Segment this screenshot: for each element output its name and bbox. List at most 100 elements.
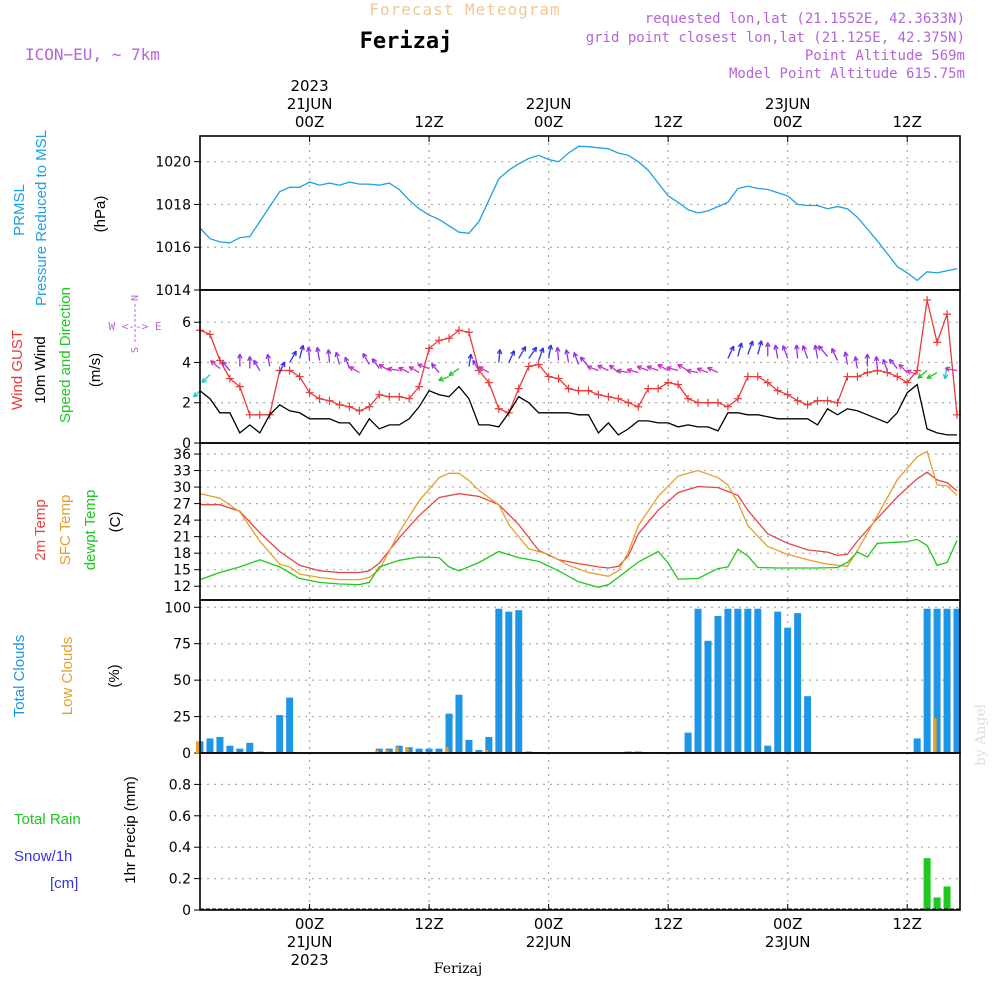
wind-arrow [334, 351, 341, 365]
wind-arrow [378, 363, 390, 372]
gust-marker [405, 394, 414, 403]
wind-arrow [646, 365, 659, 372]
ytick-label: 18 [173, 546, 191, 562]
total-cloud-bar [953, 608, 961, 753]
ytick-label: 1018 [155, 197, 191, 213]
precip-bar [933, 897, 941, 910]
wind-arrow [727, 345, 735, 359]
total-cloud-bar [943, 608, 951, 753]
chart-title: Forecast Meteogram [369, 0, 560, 19]
wind-arrow [417, 363, 430, 370]
wind-arrow [315, 346, 321, 361]
series-10m-wind [199, 383, 957, 437]
time-label-top: 00Z [773, 113, 802, 131]
time-label-top: 21JUN [287, 95, 333, 113]
gust-marker [205, 330, 214, 339]
total-cloud-bar [724, 608, 732, 753]
gust-marker [913, 366, 922, 375]
label-cm: [cm] [50, 875, 78, 892]
label-wind-gust: Wind GUST [9, 330, 26, 410]
time-label-top: 00Z [295, 113, 324, 131]
ytick-label: 100 [164, 600, 191, 616]
low-cloud-bar [933, 718, 937, 753]
gust-marker [943, 310, 952, 319]
label-total-rain: Total Rain [14, 811, 81, 828]
time-label-bottom: 23JUN [765, 933, 811, 951]
gust-marker [315, 394, 324, 403]
total-cloud-bar [465, 739, 473, 753]
gust-marker [215, 356, 224, 365]
low-cloud-bar [385, 750, 389, 753]
precip-bar [923, 858, 931, 910]
ytick-label: 15 [173, 563, 191, 579]
series-sfc-temp [199, 450, 958, 581]
low-cloud-bar [395, 747, 399, 753]
ytick-label: 0.6 [169, 809, 191, 825]
total-cloud-bar [435, 748, 443, 753]
panel-0: 1014 1016 1018 1020 [155, 135, 961, 299]
gust-marker [654, 384, 663, 393]
wind-arrow [265, 353, 272, 367]
gust-marker [385, 392, 394, 401]
wind-arrow [677, 363, 689, 372]
total-cloud-bar [694, 608, 702, 753]
wind-arrow [496, 349, 503, 363]
wind-arrow [221, 360, 231, 371]
ytick-label: 1016 [155, 240, 191, 256]
gust-marker [554, 374, 563, 383]
gust-marker [713, 398, 722, 407]
label-2m-temp: 2m Temp [32, 499, 49, 560]
total-cloud-bar [246, 742, 254, 753]
gust-marker [275, 366, 284, 375]
label-percent: (%) [106, 664, 123, 687]
wind-arrow [626, 367, 639, 374]
total-cloud-bar [395, 745, 403, 753]
info-model-altitude: Model Point Altitude 615.75m [729, 66, 965, 82]
gust-marker [365, 402, 374, 411]
ytick-label: 0.8 [169, 777, 191, 793]
total-cloud-bar [455, 694, 463, 753]
total-cloud-bar [475, 750, 483, 753]
label-snow: Snow/1h [14, 848, 72, 865]
compass-rose: N W <--> E S [109, 295, 162, 353]
total-cloud-bar [754, 608, 762, 753]
wind-arrow [508, 350, 516, 363]
wind-arrow [616, 368, 629, 374]
wind-arrow [843, 351, 849, 365]
gust-marker [674, 380, 683, 389]
gust-marker [614, 394, 623, 403]
total-cloud-bar [286, 697, 294, 753]
time-label-top: 12Z [893, 113, 922, 131]
gust-marker [335, 400, 344, 409]
total-cloud-bar [425, 748, 433, 753]
location-title: Ferizaj [360, 29, 453, 54]
wind-arrow [348, 366, 360, 374]
wind-arrow [518, 346, 527, 359]
gust-marker [325, 396, 334, 405]
series-wind-gust [199, 299, 958, 416]
panel-frame [199, 135, 961, 291]
total-cloud-bar [415, 748, 423, 753]
ytick-label: 75 [173, 637, 191, 653]
gust-marker [375, 390, 384, 399]
time-label-top: 22JUN [526, 95, 572, 113]
low-cloud-bar [375, 750, 379, 753]
wind-arrow [289, 350, 297, 363]
wind-arrow [201, 374, 211, 384]
total-cloud-bar [764, 745, 772, 753]
wind-arrow [657, 363, 669, 372]
wind-arrow [666, 365, 679, 372]
time-label-top: 23JUN [765, 95, 811, 113]
total-cloud-bar [495, 608, 503, 753]
time-label-top: 12Z [414, 113, 443, 131]
gust-marker [484, 378, 493, 387]
time-label-bottom: 00Z [773, 915, 802, 933]
wind-arrow [831, 347, 839, 361]
total-cloud-bar [276, 715, 284, 753]
gust-marker [435, 336, 444, 345]
ytick-label: 36 [173, 447, 191, 463]
wind-arrow [279, 361, 286, 373]
wind-arrow [597, 364, 609, 372]
wind-arrow [813, 344, 819, 359]
